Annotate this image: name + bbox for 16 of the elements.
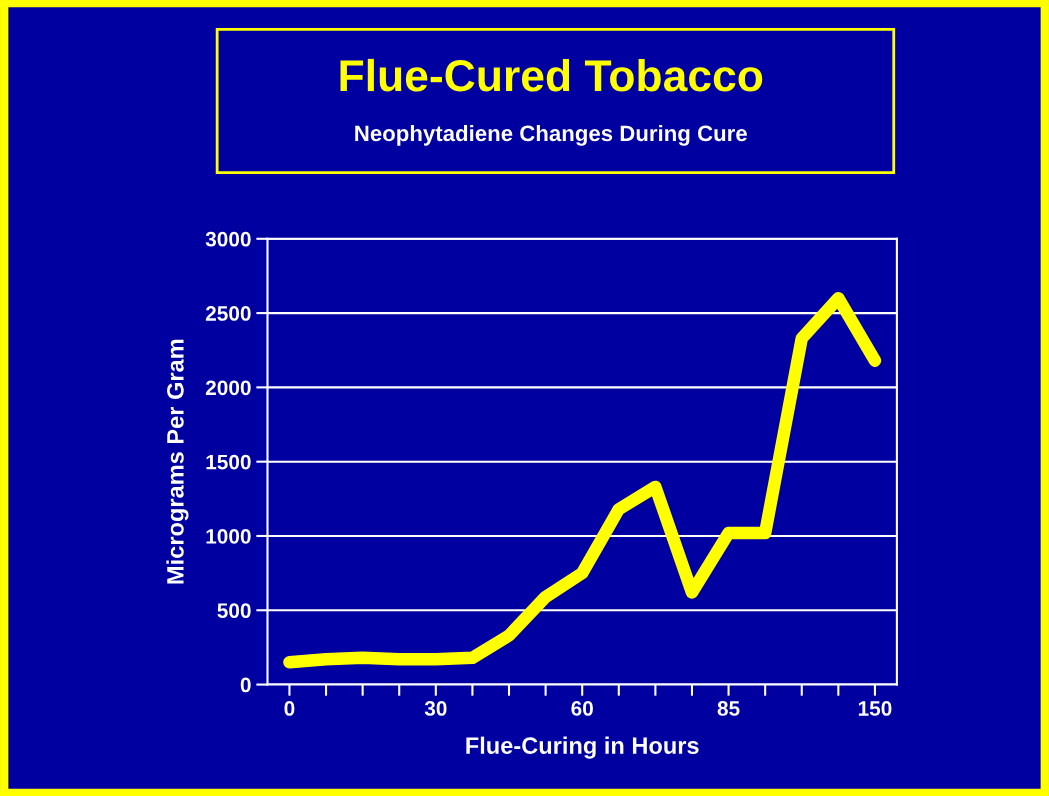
x-axis-title: Flue-Curing in Hours: [466, 736, 699, 759]
chart-subtitle: Neophytadiene Changes During Cure: [355, 124, 747, 146]
x-tick-label: 60: [571, 701, 593, 716]
y-tick-label: 1000: [206, 528, 251, 544]
y-tick-label: 2000: [205, 380, 251, 396]
y-axis-title: Micrograms Per Gram: [166, 339, 189, 584]
y-tick-label: 500: [217, 603, 251, 619]
y-tick-label: 1500: [206, 454, 251, 470]
x-tick-label: 30: [424, 701, 447, 716]
x-tick-label: 150: [858, 701, 892, 716]
chart-title: Flue-Cured Tobacco: [340, 58, 763, 92]
y-tick-label: 3000: [205, 231, 251, 247]
x-tick-label: 85: [717, 701, 740, 716]
x-tick-label: 0: [284, 701, 295, 716]
y-tick-label: 2500: [205, 306, 251, 321]
y-tick-label: 0: [240, 677, 251, 693]
